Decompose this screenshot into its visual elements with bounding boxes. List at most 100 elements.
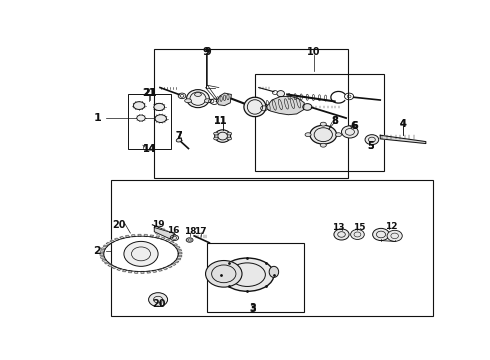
- Polygon shape: [106, 242, 111, 244]
- Polygon shape: [120, 237, 124, 239]
- Text: 19: 19: [152, 220, 165, 229]
- Polygon shape: [266, 96, 304, 115]
- Text: 5: 5: [368, 141, 374, 151]
- Polygon shape: [132, 235, 135, 237]
- Polygon shape: [171, 263, 176, 265]
- Ellipse shape: [320, 122, 326, 126]
- Polygon shape: [152, 270, 156, 273]
- Text: 6: 6: [351, 121, 358, 131]
- Circle shape: [387, 230, 402, 242]
- Ellipse shape: [277, 91, 285, 97]
- Ellipse shape: [227, 132, 232, 135]
- Ellipse shape: [185, 99, 192, 103]
- Polygon shape: [108, 264, 113, 266]
- Polygon shape: [104, 262, 109, 264]
- Ellipse shape: [320, 143, 326, 147]
- Polygon shape: [100, 254, 104, 255]
- Text: 8: 8: [331, 116, 338, 126]
- Text: 18: 18: [184, 227, 196, 236]
- Polygon shape: [101, 248, 106, 250]
- Polygon shape: [178, 252, 182, 254]
- Circle shape: [351, 229, 364, 239]
- Text: 8: 8: [331, 116, 338, 126]
- Ellipse shape: [305, 133, 311, 136]
- Bar: [263, 104, 287, 109]
- Ellipse shape: [176, 139, 182, 142]
- Text: 13: 13: [332, 223, 345, 232]
- Polygon shape: [112, 266, 117, 269]
- Text: 11: 11: [214, 116, 227, 126]
- Bar: [128, 94, 172, 149]
- Polygon shape: [110, 240, 115, 242]
- Circle shape: [365, 135, 379, 145]
- Polygon shape: [177, 249, 181, 251]
- Text: 10: 10: [307, 47, 320, 57]
- Text: 4: 4: [400, 118, 406, 129]
- Polygon shape: [122, 270, 126, 272]
- Polygon shape: [380, 135, 426, 144]
- Text: 7: 7: [175, 131, 182, 141]
- Ellipse shape: [137, 115, 145, 121]
- Ellipse shape: [244, 97, 266, 117]
- Polygon shape: [154, 228, 173, 239]
- Polygon shape: [102, 259, 106, 261]
- Polygon shape: [138, 234, 141, 236]
- Circle shape: [148, 293, 168, 306]
- Text: 21: 21: [143, 88, 156, 98]
- Polygon shape: [216, 93, 231, 105]
- Circle shape: [206, 261, 242, 287]
- Bar: [207, 243, 304, 312]
- Text: 14: 14: [143, 144, 156, 153]
- Polygon shape: [103, 245, 108, 247]
- Polygon shape: [158, 269, 162, 271]
- Text: 12: 12: [385, 222, 398, 231]
- Text: 20: 20: [152, 299, 166, 309]
- Polygon shape: [174, 261, 179, 263]
- Polygon shape: [165, 239, 170, 242]
- Ellipse shape: [336, 133, 342, 136]
- Polygon shape: [173, 244, 177, 246]
- Ellipse shape: [155, 115, 167, 122]
- Polygon shape: [144, 234, 147, 237]
- Bar: [154, 49, 348, 177]
- Text: 9: 9: [202, 47, 209, 57]
- Bar: [111, 180, 433, 316]
- Polygon shape: [175, 247, 180, 248]
- Ellipse shape: [214, 137, 218, 140]
- Text: 5: 5: [368, 141, 374, 151]
- Polygon shape: [150, 235, 154, 237]
- Text: 3: 3: [249, 303, 256, 313]
- Text: 4: 4: [400, 118, 406, 129]
- Polygon shape: [161, 237, 165, 240]
- Text: 7: 7: [175, 131, 182, 141]
- Text: 3: 3: [249, 304, 256, 314]
- Polygon shape: [163, 267, 168, 270]
- Circle shape: [342, 126, 358, 138]
- Ellipse shape: [214, 132, 218, 135]
- Circle shape: [303, 104, 312, 110]
- Ellipse shape: [227, 137, 232, 140]
- Text: 17: 17: [194, 227, 206, 236]
- Circle shape: [124, 242, 158, 266]
- Ellipse shape: [170, 235, 178, 240]
- Ellipse shape: [195, 93, 201, 96]
- Text: 15: 15: [353, 223, 366, 232]
- Ellipse shape: [186, 238, 193, 242]
- Ellipse shape: [204, 99, 211, 103]
- Polygon shape: [100, 251, 104, 252]
- Text: 9: 9: [204, 46, 211, 57]
- Polygon shape: [141, 271, 144, 273]
- Ellipse shape: [220, 258, 274, 291]
- Text: 20: 20: [112, 220, 126, 230]
- Polygon shape: [155, 236, 160, 238]
- Ellipse shape: [310, 125, 337, 144]
- Polygon shape: [170, 241, 174, 243]
- Polygon shape: [125, 235, 129, 238]
- Text: 2: 2: [94, 246, 101, 256]
- Bar: [255, 74, 384, 171]
- Ellipse shape: [269, 266, 279, 278]
- Text: 14: 14: [143, 144, 156, 154]
- Polygon shape: [115, 238, 119, 240]
- Polygon shape: [147, 271, 150, 273]
- Polygon shape: [128, 271, 132, 273]
